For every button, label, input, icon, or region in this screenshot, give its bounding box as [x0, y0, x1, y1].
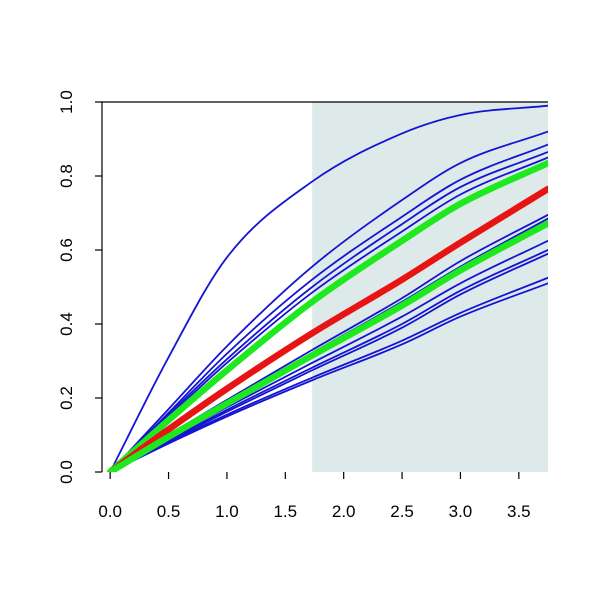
x-tick-label: 3.0 — [449, 502, 473, 521]
y-tick-label: 0.2 — [57, 386, 76, 410]
blue-series-line-15 — [109, 282, 548, 472]
y-tick-label: 0.0 — [57, 460, 76, 484]
x-axis-ticks: 0.0 0.5 1.0 1.5 2.0 2.5 3.0 3.5 — [98, 472, 531, 521]
blue-series-line-4 — [109, 151, 548, 472]
green-series-line-6 — [106, 159, 548, 472]
y-tick-label: 0.6 — [57, 238, 76, 262]
x-tick-label: 0.0 — [98, 502, 122, 521]
y-axis-ticks: 0.0 0.2 0.4 0.6 0.8 1.0 — [57, 90, 102, 484]
x-tick-label: 3.5 — [507, 502, 531, 521]
x-tick-label: 1.0 — [215, 502, 239, 521]
red-series-line-7 — [106, 185, 548, 472]
x-tick-label: 2.0 — [332, 502, 356, 521]
x-tick-label: 1.5 — [273, 502, 297, 521]
y-tick-label: 1.0 — [57, 90, 76, 114]
x-tick-label: 2.5 — [390, 502, 414, 521]
blue-series-line-3 — [109, 143, 548, 472]
green-series-line-10 — [106, 220, 548, 472]
blue-series-line-13 — [109, 252, 548, 472]
y-tick-label: 0.8 — [57, 164, 76, 188]
y-tick-label: 0.4 — [57, 312, 76, 336]
series-layer — [106, 104, 548, 472]
x-tick-label: 0.5 — [157, 502, 181, 521]
blue-series-line-1 — [109, 104, 548, 472]
blue-series-line-14 — [109, 276, 548, 472]
blue-series-line-2 — [109, 130, 548, 472]
